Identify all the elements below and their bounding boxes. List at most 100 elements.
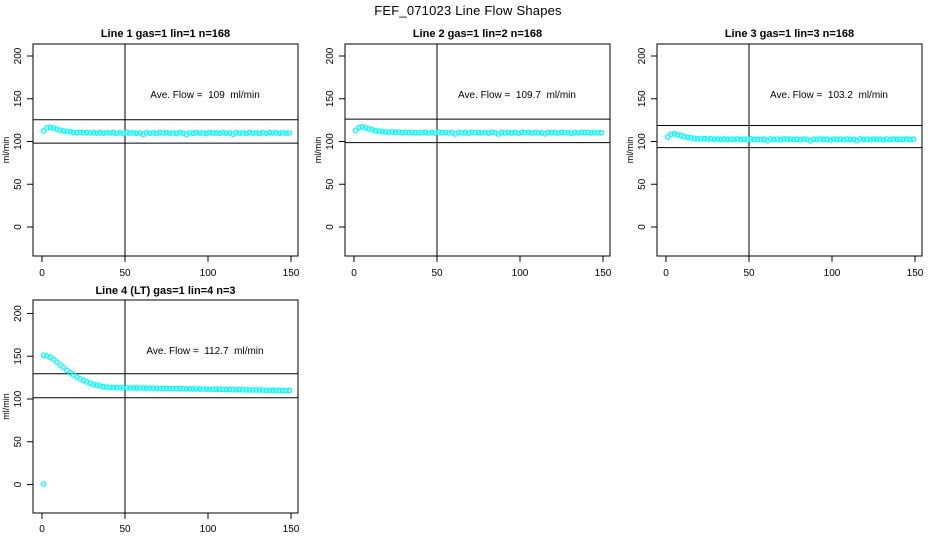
data-point: [376, 128, 382, 135]
y-tick-label: 100: [13, 390, 24, 407]
data-point: [153, 130, 160, 137]
data-point: [744, 136, 751, 143]
data-point: [147, 130, 153, 137]
data-point: [157, 385, 163, 392]
data-point: [691, 135, 698, 142]
data-point: [186, 385, 193, 392]
data-point: [273, 387, 279, 394]
data-point: [236, 130, 243, 137]
panel-3: 0 50 100 150 200 0 50 100 150 ml/min: [625, 43, 924, 279]
y-axis-label: ml/min: [1, 393, 11, 420]
panel-1: 0 50 100 150 200 0 50 100 150 ml/min: [1, 43, 300, 279]
panel-4: 0 50 100 150 200 0 50 100 150 ml/min: [1, 299, 300, 535]
panel-1-title: Line 1 gas=1 lin=1 n=168: [100, 28, 231, 40]
data-point: [243, 130, 250, 137]
data-point: [276, 130, 283, 137]
panel-3-ave-flow-label: Ave. Flow = 103.2 ml/min: [770, 90, 888, 101]
data-point: [415, 129, 422, 136]
data-point: [120, 384, 127, 391]
data-point: [356, 124, 362, 131]
data-point: [286, 387, 293, 394]
data-point: [907, 136, 913, 143]
data-point: [840, 136, 847, 143]
data-point: [153, 385, 160, 392]
data-point: [173, 130, 180, 137]
data-point: [240, 386, 246, 393]
data-point: [246, 129, 253, 136]
x-tick-label: 50: [431, 268, 443, 279]
data-point: [286, 130, 293, 136]
y-tick-label: 100: [637, 133, 648, 150]
x-tick-label: 100: [512, 268, 529, 279]
data-point: [127, 385, 133, 391]
data-point: [256, 130, 263, 137]
data-point: [67, 129, 74, 135]
data-point: [386, 129, 392, 136]
data-point: [784, 136, 791, 143]
data-point: [77, 129, 84, 136]
data-point: [83, 129, 90, 136]
data-point: [568, 130, 575, 137]
data-point: [276, 387, 283, 394]
y-axis-label: ml/min: [313, 137, 323, 164]
data-point: [910, 136, 917, 143]
data-point: [362, 124, 369, 131]
data-point: [767, 136, 774, 142]
y-tick-label: 200: [13, 305, 24, 322]
data-point: [704, 136, 711, 142]
data-point: [223, 130, 230, 137]
y-tick-label: 50: [13, 178, 24, 190]
data-point: [571, 129, 578, 136]
data-point: [498, 129, 505, 136]
data-point: [269, 387, 276, 394]
data-point: [140, 385, 147, 391]
data-point: [60, 364, 67, 371]
data-point: [731, 136, 737, 143]
data-point: [203, 130, 210, 137]
data-point: [210, 386, 216, 393]
data-point: [478, 130, 485, 136]
data-point: [143, 385, 150, 391]
data-point: [200, 130, 206, 136]
data-point: [664, 134, 671, 140]
data-point: [465, 130, 472, 137]
data-point: [283, 130, 289, 137]
data-point: [117, 384, 123, 391]
plot-box: [32, 43, 299, 257]
data-point: [74, 129, 80, 136]
data-point: [279, 387, 286, 394]
data-point: [442, 129, 449, 136]
x-tick-label: 0: [39, 524, 45, 535]
x-tick-label: 50: [119, 524, 131, 535]
data-point: [47, 124, 54, 131]
data-point: [369, 127, 376, 133]
x-tick-label: 150: [283, 268, 300, 279]
data-point: [395, 129, 402, 135]
data-point: [253, 387, 259, 393]
data-point: [671, 131, 678, 137]
data-point: [90, 129, 97, 136]
data-point: [751, 136, 757, 143]
data-point: [160, 385, 167, 392]
data-point: [555, 130, 562, 136]
data-point: [113, 130, 120, 137]
data-point: [220, 129, 226, 136]
data-point: [103, 384, 110, 390]
data-point: [253, 130, 259, 136]
data-point: [372, 127, 379, 134]
data-point: [160, 130, 167, 136]
x-tick-label: 150: [595, 268, 612, 279]
data-point: [223, 386, 230, 393]
panel-2: 0 50 100 150 200 0 50 100 150 ml/min: [313, 43, 612, 279]
data-point: [166, 130, 173, 137]
data-point: [193, 386, 200, 392]
data-point: [694, 135, 701, 142]
data-point: [515, 130, 522, 137]
data-point: [518, 129, 525, 136]
data-point: [163, 129, 170, 136]
data-point: [830, 136, 837, 142]
data-point: [561, 129, 568, 136]
data-point: [176, 385, 183, 392]
data-point: [366, 125, 372, 132]
data-point: [203, 386, 210, 393]
